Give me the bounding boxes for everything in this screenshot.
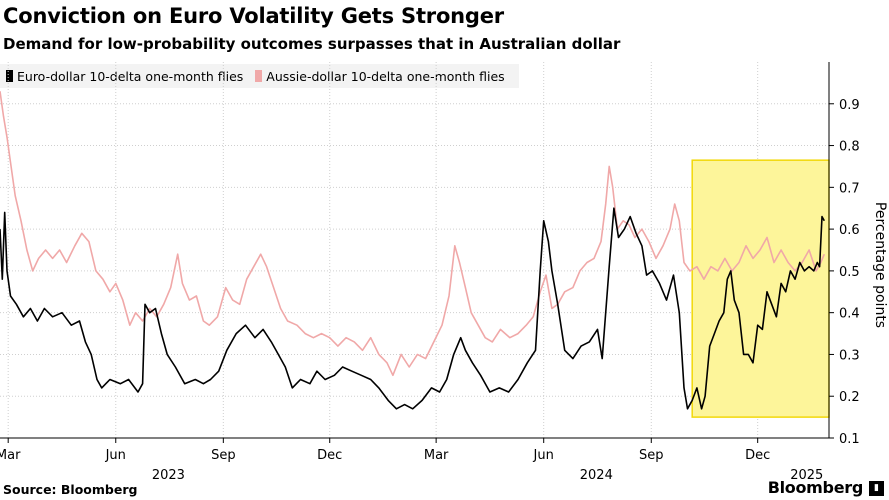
axis-layer: 0.1 0.2 0.3 0.4 0.5 0.6 0.7 0.8 0.9 Mar Jun Sep Dec M…	[0, 62, 860, 483]
series-layer	[0, 91, 826, 410]
legend-label-eur: Euro-dollar 10-delta one-month flies	[17, 68, 244, 84]
chart-title: Conviction on Euro Volatility Gets Stron…	[3, 4, 504, 28]
series-line-aud	[0, 91, 826, 377]
x-tick-label: Jun	[533, 448, 554, 463]
legend-item-eur: Euro-dollar 10-delta one-month flies	[6, 69, 243, 84]
chart-legend: Euro-dollar 10-delta one-month flies Aus…	[0, 64, 519, 88]
y-tick-label: 0.5	[839, 265, 860, 280]
legend-item-aud: Aussie-dollar 10-delta one-month flies	[255, 68, 505, 84]
series-line-eur	[0, 207, 826, 410]
y-tick-label: 0.9	[839, 98, 860, 113]
x-tick-label: Dec	[317, 448, 342, 463]
x-year-label: 2024	[580, 468, 613, 483]
legend-label-aud: Aussie-dollar 10-delta one-month flies	[266, 68, 505, 84]
legend-swatch-aud	[255, 70, 263, 82]
y-tick-label: 0.2	[839, 390, 860, 405]
y-tick-label: 0.6	[839, 223, 860, 238]
y-tick-label: 0.4	[839, 307, 860, 322]
x-year-label: 2023	[152, 468, 185, 483]
x-tick-label: Sep	[639, 448, 664, 463]
highlight-box	[691, 159, 830, 418]
y-tick-label: 0.8	[839, 140, 860, 155]
source-note: Source: Bloomberg	[3, 482, 138, 497]
y-tick-label: 0.7	[839, 181, 860, 196]
x-tick-label: Jun	[105, 448, 126, 463]
x-year-label: 2025	[790, 468, 823, 483]
x-tick-label: Mar	[0, 448, 21, 463]
x-tick-label: Mar	[424, 448, 449, 463]
y-tick-label: 0.1	[839, 432, 860, 447]
x-tick-label: Dec	[745, 448, 770, 463]
y-axis-label: Percentage points	[872, 202, 888, 328]
y-tick-label: 0.3	[839, 348, 860, 363]
chart-subtitle: Demand for low-probability outcomes surp…	[3, 35, 621, 53]
x-tick-label: Sep	[211, 448, 236, 463]
terminal-icon: ▮	[869, 481, 884, 496]
legend-swatch-eur	[6, 70, 13, 82]
brand-logo: Bloomberg	[767, 478, 864, 497]
